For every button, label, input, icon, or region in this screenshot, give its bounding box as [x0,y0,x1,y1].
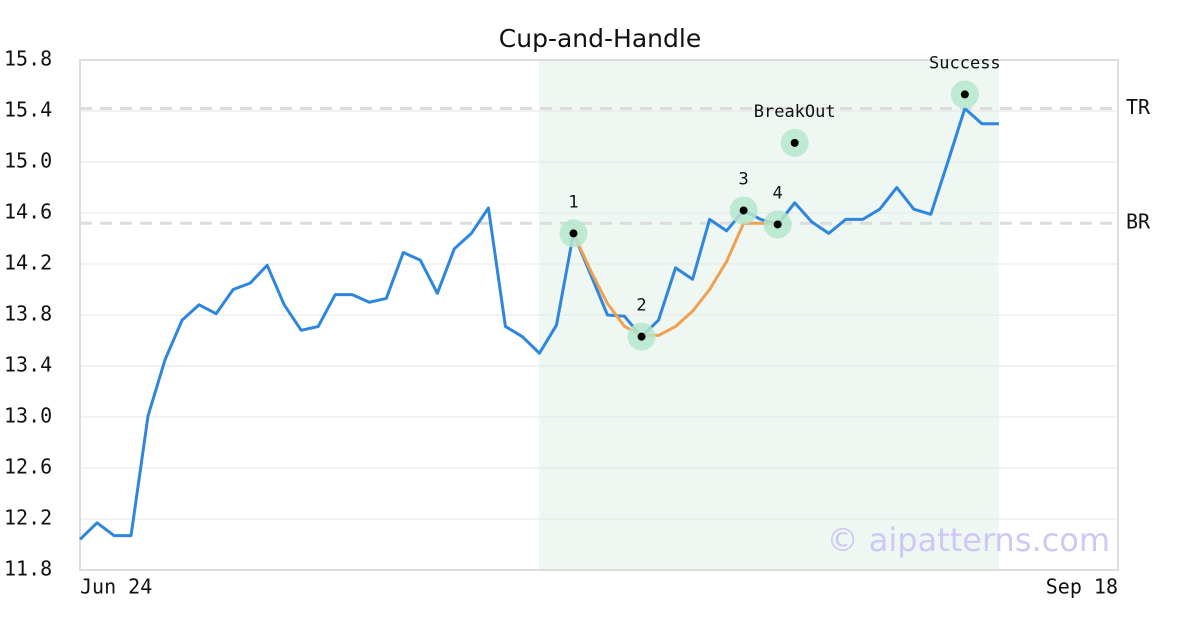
y-tick-label: 12.2 [4,506,52,530]
annotation-dot [773,220,782,229]
annotation-label: 2 [636,296,646,316]
annotation-dot [960,90,969,99]
chart-title: Cup-and-Handle [499,24,701,53]
annotation-dot [790,138,799,147]
annotation-dot [739,206,748,215]
annotation-label: 1 [568,192,578,212]
y-tick-label: 11.8 [4,557,52,581]
y-tick-label: 12.6 [4,455,52,479]
y-tick-label: 14.6 [4,200,52,224]
annotation-label: 3 [739,169,749,189]
watermark: © aipatterns.com [827,521,1110,559]
y-tick-label: 13.8 [4,302,52,326]
y-tick-label: 15.4 [4,98,52,122]
reference-label: TR [1126,95,1151,119]
y-tick-label: 13.4 [4,353,52,377]
y-tick-label: 15.8 [4,47,52,71]
y-tick-label: 15.0 [4,149,52,173]
annotation-dot [569,229,578,238]
y-tick-label: 14.2 [4,251,52,275]
series-line [78,106,999,541]
annotation-label: Success [929,53,1001,73]
plot-frame [79,59,1119,571]
annotation-label: 4 [773,183,783,203]
annotation-dot [637,332,646,341]
reference-label: BR [1126,210,1151,234]
annotation-label: BreakOut [754,102,836,122]
x-tick-label: Sep 18 [1046,575,1118,599]
y-tick-label: 13.0 [4,404,52,428]
x-tick-label: Jun 24 [80,575,152,599]
